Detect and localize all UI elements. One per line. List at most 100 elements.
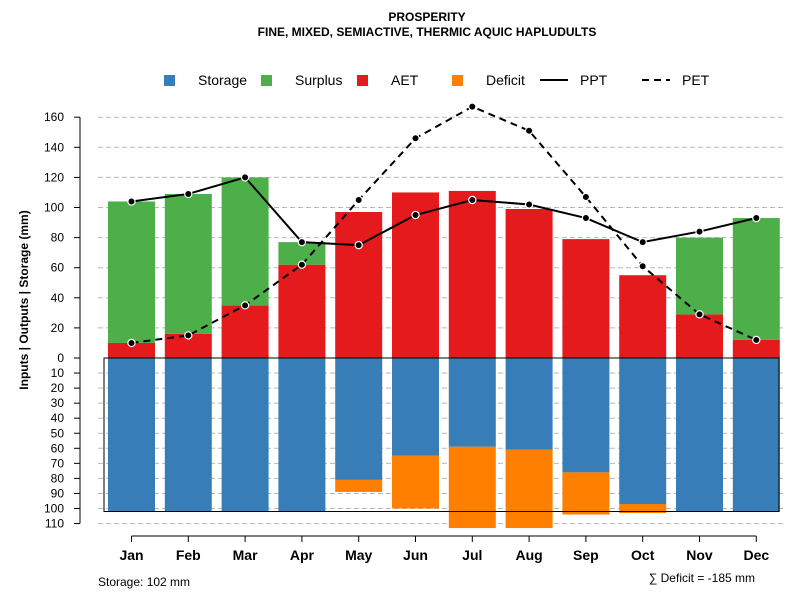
y-tick-label: 40 [51,411,65,425]
ppt-line-point [752,213,761,223]
y-tick-label: 20 [51,321,65,335]
pet-line-point [695,310,704,319]
deficit-bar [448,446,496,529]
surplus-bar [108,201,155,343]
storage-bar [505,358,553,450]
y-tick-label: 40 [51,291,65,305]
ppt-line-point [297,237,307,247]
y-tick-label: 80 [51,231,65,245]
storage-bar [108,358,155,512]
legend-swatch [261,75,272,86]
pet-line-point [411,134,420,143]
surplus-bar [278,242,326,265]
gridlines [98,116,783,525]
chart-subtitle: FINE, MIXED, SEMIACTIVE, THERMIC AQUIC H… [258,25,597,39]
y-tick-label: 140 [44,140,64,154]
surplus-bar [221,177,269,306]
legend-label: PPT [580,72,608,88]
y-tick-label: 60 [51,261,65,275]
pet-line-point [524,126,534,135]
storage-bar [164,358,212,512]
storage-bar [392,358,439,456]
surplus-bar [164,193,212,334]
y-tick-label: 0 [57,351,64,365]
ppt-line-point [184,189,193,199]
x-tick-label: Mar [233,547,258,563]
x-tick-label: Apr [290,547,315,563]
storage-bar [732,358,780,512]
y-tick-label: 100 [44,201,64,215]
legend-label: PET [682,72,710,88]
ppt-line-point [695,227,704,236]
aet-bar [392,192,439,358]
x-tick-label: Aug [515,547,542,563]
aet-bar [732,339,780,358]
pet-line-point [240,301,250,310]
legend-label: Deficit [486,72,525,88]
legend-label: Surplus [295,72,342,88]
legend-label: AET [391,72,419,88]
aet-bar [278,264,326,358]
y-tick-label: 70 [51,456,65,470]
deficit-bar [335,479,383,492]
x-tick-label: Jun [403,547,428,563]
pet-line-point [468,102,477,111]
aet-bar [562,239,610,358]
ppt-line-point [524,200,534,209]
deficit-bar [392,455,439,509]
aet-bar [448,190,496,358]
chart-title: PROSPERITY [388,10,465,24]
y-tick-label: 120 [44,170,64,184]
ppt-line-point [354,240,363,250]
y-tick-label: 20 [51,381,65,395]
axes: 0204060801001201401601020304050607080901… [44,110,769,563]
legend-label: Storage [198,72,247,88]
aet-bar [335,212,383,358]
x-tick-label: May [345,547,372,563]
ppt-line-point [411,210,420,220]
storage-bar [448,358,496,447]
legend-swatch [357,75,368,86]
ppt-line-point [240,173,250,182]
y-tick-label: 10 [51,366,65,380]
legend: Storage Surplus AET Deficit PPT PET [164,72,710,88]
storage-bar [335,358,383,480]
deficit-bar [619,503,667,514]
storage-footer: Storage: 102 mm [98,575,190,589]
y-tick-label: 90 [51,486,65,500]
ppt-line-point [581,213,591,223]
ppt-line [131,176,757,247]
y-tick-label: 110 [45,517,64,531]
aet-bar [505,209,553,358]
y-tick-label: 60 [51,441,65,455]
pet-line-point [184,331,193,340]
storage-bar [676,358,723,512]
pet-line-point [297,260,307,269]
y-tick-label: 100 [44,502,64,516]
storage-bar [562,358,610,473]
ppt-line-point [638,237,647,247]
legend-swatch [164,75,175,86]
pet-line-point [127,338,136,348]
y-tick-label: 50 [51,426,65,440]
pet-line-point [752,335,761,345]
deficit-bar [562,472,610,515]
lines [127,102,761,348]
surplus-bar [676,237,723,315]
bars [103,177,780,529]
storage-bar [619,358,667,504]
x-tick-label: Feb [176,547,201,563]
deficit-footer: ∑ Deficit = -185 mm [649,571,755,585]
aet-bar [221,305,269,358]
surplus-bar [732,218,780,340]
deficit-bar [505,449,553,529]
pet-line-point [581,192,591,202]
aet-bar [108,342,155,358]
x-tick-label: Sep [573,547,599,563]
storage-bar [278,358,326,512]
x-tick-label: Nov [686,547,713,563]
x-tick-label: Jan [119,547,143,563]
x-tick-label: Jul [462,547,482,563]
aet-bar [619,275,667,358]
